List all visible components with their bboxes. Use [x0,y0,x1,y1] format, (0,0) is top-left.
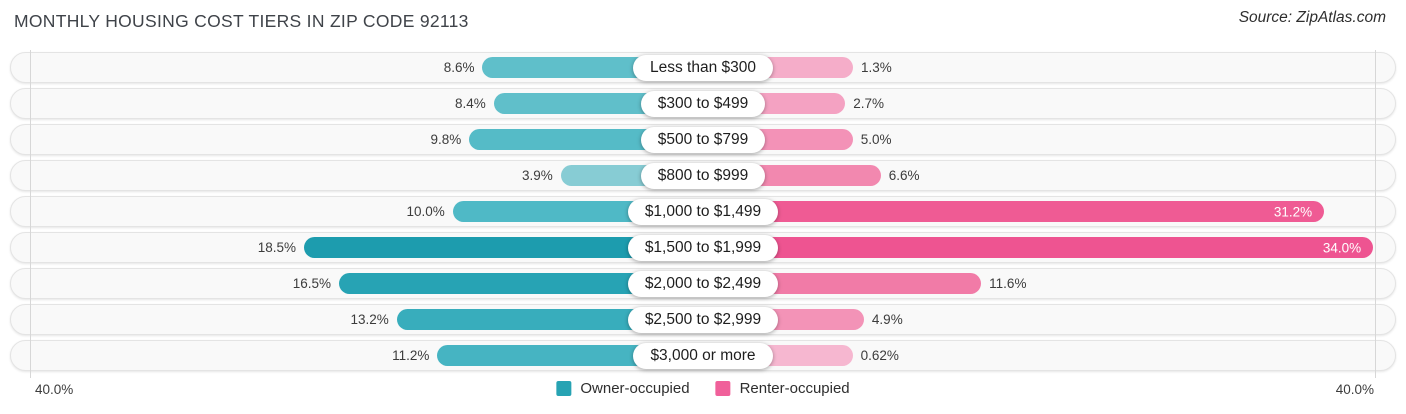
renter-cell: 2.7% [751,93,1395,114]
renter-value-label: 5.0% [860,132,892,147]
renter-bar [751,93,846,114]
renter-cell: 6.6% [751,165,1395,186]
chart-row: 8.4% $300 to $499 2.7% [10,88,1396,119]
category-pill: $300 to $499 [640,90,766,117]
owner-cell: 8.6% [11,57,647,78]
owner-bar [469,129,655,150]
renter-cell: 4.9% [764,309,1395,330]
right-axis-gridline [1375,50,1376,378]
renter-value-label: 11.6% [989,276,1027,291]
owner-value-label: 10.0% [406,204,445,219]
owner-bar [482,57,647,78]
right-axis-max-label: 40.0% [1335,382,1374,397]
renter-value-label: 1.3% [861,60,892,75]
owner-cell: 3.9% [11,165,655,186]
renter-bar [751,129,853,150]
renter-bar [764,273,982,294]
renter-bar [764,309,864,330]
renter-value-label: 0.62% [860,348,899,363]
category-pill: $3,000 or more [633,342,773,369]
owner-cell: 18.5% [11,237,642,258]
renter-bar: 34.0% [764,237,1374,258]
owner-cell: 10.0% [11,201,642,222]
renter-bar: 31.2% [764,201,1325,222]
category-pill: Less than $300 [632,54,773,81]
chart-rows: 8.6% Less than $300 1.3% 8.4% $300 to $499 2.… [10,50,1396,378]
renter-bar [759,57,853,78]
chart-row: 16.5% $2,000 to $2,499 11.6% [10,268,1396,299]
owner-value-label: 8.4% [454,96,486,111]
renter-legend-swatch [715,381,731,396]
renter-bar [758,345,853,366]
owner-bar [339,273,642,294]
owner-value-label: 16.5% [292,276,332,291]
renter-bar [751,165,881,186]
owner-value-label: 18.5% [257,240,297,255]
source-attribution: Source: ZipAtlas.com [1238,9,1386,26]
renter-value-label: 4.9% [871,312,903,327]
owner-legend-label: Owner-occupied [580,380,690,397]
left-axis-gridline [30,50,31,378]
category-pill: $1,000 to $1,499 [627,198,779,225]
category-pill: $2,000 to $2,499 [627,270,779,297]
renter-cell: 11.6% [764,273,1395,294]
legend: Owner-occupied Renter-occupied [556,380,850,397]
owner-value-label: 11.2% [392,348,430,363]
owner-legend-swatch [556,381,572,396]
owner-cell: 16.5% [11,273,642,294]
category-pill: $2,500 to $2,999 [627,306,779,333]
chart-row: 8.6% Less than $300 1.3% [10,52,1396,83]
owner-cell: 9.8% [11,129,655,150]
renter-cell: 0.62% [758,345,1395,366]
owner-bar [452,201,642,222]
renter-cell: 34.0% [764,237,1395,258]
owner-cell: 11.2% [11,345,648,366]
owner-bar [493,93,655,114]
category-pill: $1,500 to $1,999 [627,234,779,261]
owner-cell: 13.2% [11,309,642,330]
owner-value-label: 9.8% [430,132,462,147]
renter-cell: 1.3% [759,57,1395,78]
chart-row: 18.5% $1,500 to $1,999 34.0% [10,232,1396,263]
renter-legend-label: Renter-occupied [739,380,850,397]
renter-value-label: 2.7% [853,96,885,111]
renter-value-label: 31.2% [1273,204,1313,219]
category-pill: $800 to $999 [640,162,766,189]
renter-cell: 5.0% [751,129,1395,150]
renter-value-label: 6.6% [888,168,920,183]
owner-value-label: 8.6% [443,60,475,75]
chart-row: 3.9% $800 to $999 6.6% [10,160,1396,191]
left-axis-max-label: 40.0% [35,382,74,397]
legend-item-renter: Renter-occupied [715,380,850,397]
chart-row: 11.2% $3,000 or more 0.62% [10,340,1396,371]
legend-item-owner: Owner-occupied [556,380,690,397]
chart-row: 13.2% $2,500 to $2,999 4.9% [10,304,1396,335]
owner-bar [304,237,642,258]
owner-cell: 8.4% [11,93,655,114]
chart-row: 10.0% $1,000 to $1,499 31.2% [10,196,1396,227]
owner-bar [560,165,655,186]
renter-cell: 31.2% [764,201,1395,222]
owner-value-label: 3.9% [521,168,553,183]
renter-value-label: 34.0% [1322,240,1362,255]
owner-bar [437,345,648,366]
chart-title: MONTHLY HOUSING COST TIERS IN ZIP CODE 9… [14,11,469,31]
chart-footer: 40.0% Owner-occupied Renter-occupied 40.… [0,378,1406,404]
owner-bar [396,309,642,330]
owner-value-label: 13.2% [350,312,389,327]
category-pill: $500 to $799 [640,126,766,153]
chart-row: 9.8% $500 to $799 5.0% [10,124,1396,155]
